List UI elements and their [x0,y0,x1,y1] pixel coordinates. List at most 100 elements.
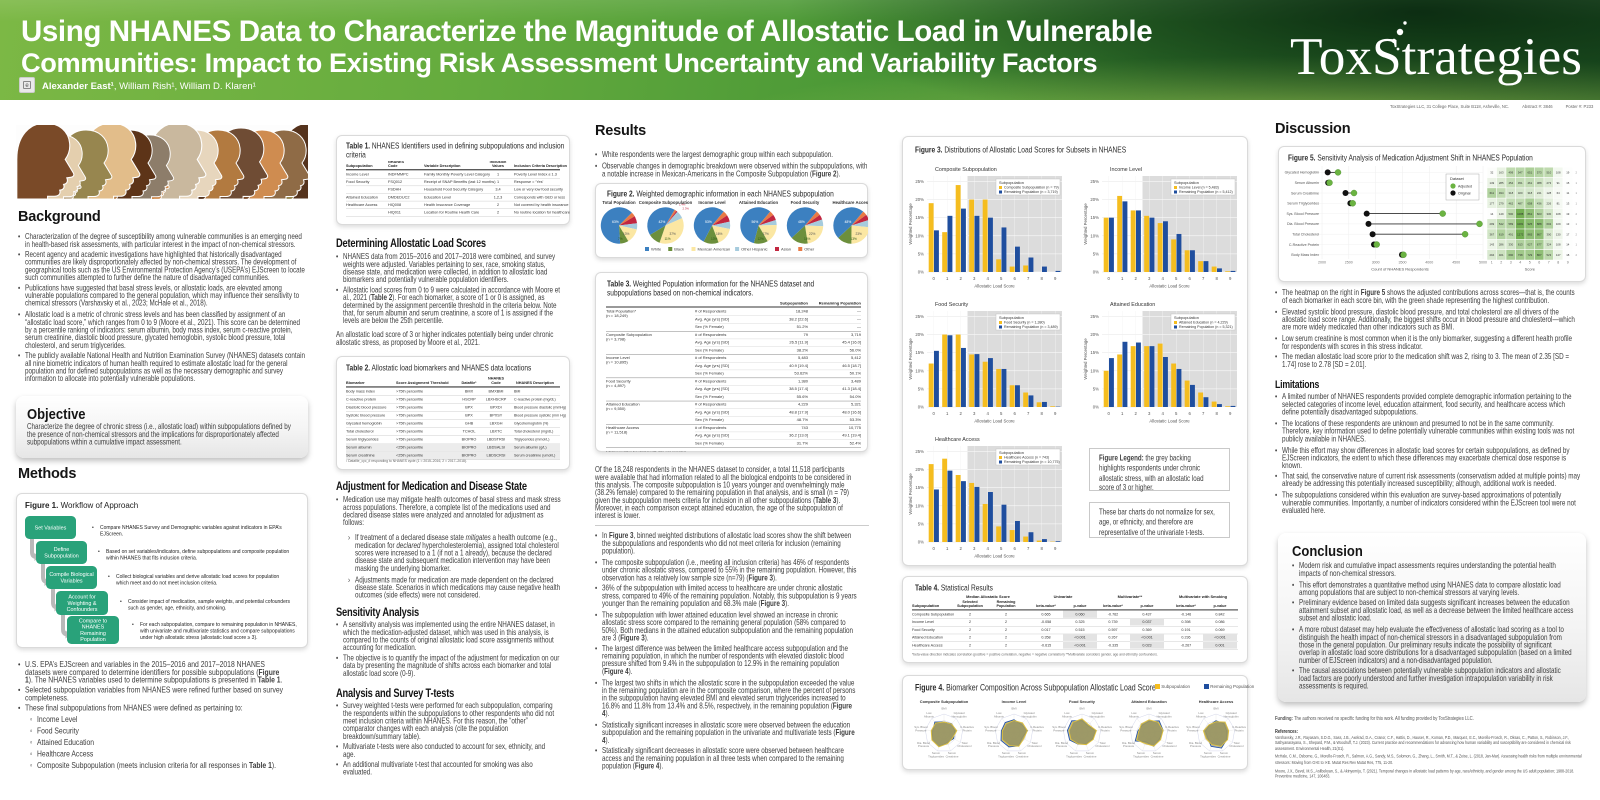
svg-text:Pressure: Pressure [1120,728,1132,732]
svg-text:Adjusted: Adjusted [1458,185,1472,189]
svg-text:4000: 4000 [1425,261,1433,265]
svg-text:Remaining Population (n = 3,48: Remaining Population (n = 3,489) [1004,325,1058,329]
svg-text:LBDSCRSI: LBDSCRSI [487,454,506,458]
svg-text:Low: Low [1198,711,1204,715]
svg-text:3: 3 [1148,276,1151,281]
svg-text:0.017: 0.017 [1041,628,1050,632]
svg-text:Mexican American: Mexican American [698,247,731,252]
svg-text:8: 8 [1216,411,1219,416]
svg-text:Set Variables: Set Variables [35,525,67,531]
svg-text:Receipt of SNAP Benefits (last: Receipt of SNAP Benefits (last 12 months… [424,180,496,184]
svg-text:10%: 10% [1090,368,1099,373]
svg-text:Albumin: Albumin [1129,714,1140,718]
svg-text:Sys. Blood: Sys. Blood [984,725,998,729]
svg-text:55.6%: 55.6% [797,394,809,399]
svg-text:1,2,3: 1,2,3 [494,195,502,199]
svg-text:Albumin: Albumin [1196,714,1207,718]
svg-text:Food Security: Food Security [791,200,820,205]
svg-text:—: — [857,309,861,314]
svg-text:286: 286 [1499,243,1504,247]
svg-text:Remaining: Remaining [80,631,106,637]
svg-text:Serum: Serum [1002,751,1011,755]
svg-text:C-reactive protein: C-reactive protein [346,398,376,402]
svg-text:BMI: BMI [1147,707,1152,711]
svg-text:ToxStrategies: ToxStrategies [1290,28,1582,86]
svg-text:(n = 10,895): (n = 10,895) [606,360,628,365]
svg-text:Total: Total [1099,741,1105,745]
svg-text:0.325: 0.325 [1075,620,1084,624]
svg-text:324: 324 [1546,243,1551,247]
svg-text:5%: 5% [918,386,924,391]
svg-text:Based on set variables/indicat: Based on set variables/indicators, defin… [106,549,289,555]
svg-text:19: 19 [1566,212,1570,216]
svg-text:3,489: 3,489 [851,378,862,383]
svg-text:5: 5 [1529,261,1531,265]
svg-text:2: 2 [1005,620,1007,624]
svg-text:# of Respondents: # of Respondents [695,309,726,314]
svg-text:BMXBMI: BMXBMI [489,390,504,394]
svg-text:Subpopulation: Subpopulation [999,180,1024,185]
svg-text:603: 603 [1537,212,1542,216]
svg-text:Avg. Age (yrs) [SD]: Avg. Age (yrs) [SD] [695,433,729,438]
svg-text:Avg. Age (yrs) [SD]: Avg. Age (yrs) [SD] [695,409,729,414]
svg-text:294: 294 [1489,253,1494,257]
svg-text:Avg. Age (yrs) [SD]: Avg. Age (yrs) [SD] [695,386,729,391]
svg-text:Hemoglobin: Hemoglobin [1224,714,1239,718]
svg-text:BIOPRO: BIOPRO [462,454,477,458]
svg-text:1: 1 [1576,181,1578,185]
svg-text:5: 5 [1175,276,1178,281]
svg-text:<0.001: <0.001 [1074,636,1085,640]
svg-text:BPX: BPX [465,414,473,418]
svg-text:0.597: 0.597 [1108,628,1117,632]
svg-text:LBXTC: LBXTC [490,430,502,434]
svg-text:9: 9 [1054,546,1057,551]
svg-text:Pressure: Pressure [1123,744,1135,748]
svg-text:Allostatic Load Score: Allostatic Load Score [974,419,1015,424]
svg-text:2: 2 [1005,613,1007,617]
svg-text:10%: 10% [915,368,924,373]
svg-text:Protein: Protein [1101,728,1110,732]
svg-text:Total: Total [1166,741,1172,745]
svg-text:20%: 20% [915,467,924,472]
svg-text:1: 1 [1491,261,1493,265]
svg-text:330: 330 [1508,243,1513,247]
svg-text:63%: 63% [612,220,619,224]
svg-text:Attained Education: Attained Education [1110,302,1155,308]
svg-text:Poverty Level Index ≤ 1.3: Poverty Level Index ≤ 1.3 [514,173,557,177]
svg-text:Pressure: Pressure [1190,744,1202,748]
svg-text:3500: 3500 [1399,261,1407,265]
svg-text:0.001: 0.001 [1215,643,1224,647]
svg-text:15: 15 [1566,181,1570,185]
svg-text:Original: Original [1458,192,1471,196]
svg-text:Healthcare Access (n = 743): Healthcare Access (n = 743) [1004,456,1049,460]
svg-text:Define: Define [54,547,70,553]
svg-text:HIQ008: HIQ008 [388,203,401,207]
svg-text:1: 1 [497,173,499,177]
svg-text:56.0%: 56.0% [850,347,862,352]
svg-text:318: 318 [1527,191,1532,195]
svg-text:13%: 13% [851,237,858,241]
svg-text:38.2%: 38.2% [797,347,809,352]
svg-text:2: 2 [1576,253,1578,257]
svg-text:743: 743 [801,425,808,430]
svg-text:15%: 15% [915,485,924,490]
svg-text:Serum triglycerides: Serum triglycerides [346,438,379,442]
svg-text:-0.146: -0.146 [1181,613,1191,617]
svg-text:7: 7 [1202,411,1205,416]
svg-text:1.4%: 1.4% [679,203,686,207]
svg-text:320: 320 [1518,191,1523,195]
svg-text:Sys. Blood: Sys. Blood [1186,725,1200,729]
svg-text:<25th percentile: <25th percentile [396,454,423,458]
svg-text:Education Level: Education Level [424,195,451,199]
svg-text:163: 163 [1499,171,1504,175]
svg-text:NHANES Description: NHANES Description [516,381,555,385]
svg-text:149: 149 [1499,212,1504,216]
svg-text:BMI: BMI [514,390,520,394]
svg-text:Dataset: Dataset [1450,176,1465,181]
svg-text:0.069: 0.069 [1215,628,1224,632]
svg-text:Variables: Variables [60,578,82,584]
svg-text:C-Reactive: C-Reactive [1098,725,1112,729]
svg-text:14: 14 [1566,243,1570,247]
svg-text:Income Level: Income Level [606,355,630,360]
svg-text:Response = ‘Yes’: Response = ‘Yes’ [514,180,543,184]
